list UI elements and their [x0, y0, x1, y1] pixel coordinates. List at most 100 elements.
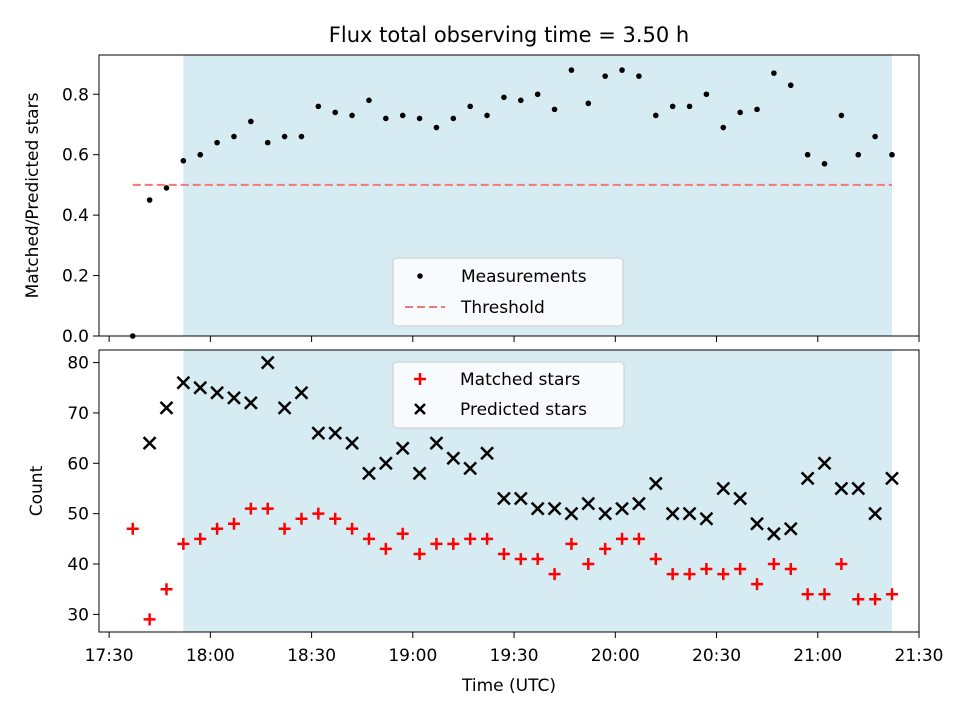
- y-tick-label: 0.8: [62, 85, 89, 105]
- bottom-panel: 30 40 50 60 70 80 17:30 18:00 18:30 19:00 19:30 20…: [27, 349, 944, 696]
- predicted-point: [885, 471, 899, 486]
- measurement-point: [703, 91, 710, 98]
- x-tick-label: 18:30: [287, 646, 336, 666]
- matched-point: [767, 558, 780, 571]
- measurement-point: [484, 112, 490, 119]
- predicted-point: [395, 441, 410, 456]
- predicted-point: [851, 481, 866, 496]
- y-tick-label: 60: [67, 454, 89, 474]
- matched-point: [396, 527, 409, 540]
- measurement-point: [399, 112, 406, 119]
- y-tick-label: 40: [67, 555, 89, 575]
- measurement-point: [332, 109, 339, 116]
- matched-point: [447, 537, 460, 550]
- matched-point: [346, 522, 359, 535]
- matched-point: [329, 512, 342, 525]
- measurement-point: [163, 185, 170, 191]
- matched-point: [497, 547, 510, 560]
- measurement-point: [248, 118, 254, 125]
- predicted-point: [767, 526, 781, 541]
- predicted-point: [632, 496, 646, 511]
- y-ticks: 0.0 0.2 0.4 0.6 0.8: [62, 85, 99, 347]
- legend: Measurements Threshold: [392, 257, 624, 327]
- matched-point: [565, 537, 578, 550]
- measurement-points: [129, 67, 895, 339]
- measurement-point: [821, 160, 828, 167]
- measurement-point: [771, 70, 777, 76]
- predicted-point: [497, 491, 511, 506]
- x-ticks: [108, 336, 920, 342]
- matched-point: [143, 613, 156, 626]
- legend-box: [392, 257, 624, 327]
- predicted-point: [648, 476, 663, 491]
- x-tick-label: 21:30: [895, 646, 944, 666]
- legend-marker-predicted: [414, 403, 426, 415]
- predicted-point: [581, 496, 596, 511]
- x-tick-label: 19:00: [388, 646, 437, 666]
- predicted-point: [176, 375, 191, 390]
- predicted-point: [513, 491, 528, 506]
- predicted-point: [328, 426, 343, 440]
- matched-point: [379, 542, 392, 555]
- y-tick-label: 0.2: [62, 267, 89, 287]
- matched-point: [126, 522, 139, 535]
- predicted-point: [142, 436, 157, 451]
- measurement-point: [518, 97, 524, 104]
- matched-point: [362, 532, 375, 545]
- predicted-point: [750, 516, 764, 531]
- predicted-points: [142, 355, 899, 541]
- matched-point: [430, 537, 443, 550]
- predicted-point: [817, 456, 832, 471]
- matched-point: [835, 558, 848, 571]
- matched-point: [666, 568, 679, 581]
- measurement-point: [568, 67, 575, 73]
- predicted-point: [733, 491, 748, 506]
- measurement-point: [433, 124, 440, 131]
- y-axis-label: Count: [27, 465, 47, 516]
- matched-point: [227, 517, 240, 530]
- matched-point: [413, 547, 426, 560]
- measurement-point: [720, 124, 727, 131]
- measurement-point: [534, 91, 541, 98]
- predicted-point: [294, 385, 309, 400]
- measurement-point: [264, 139, 271, 146]
- predicted-point: [699, 511, 714, 526]
- matched-point: [211, 522, 224, 535]
- y-ticks: 30 40 50 60 70 80: [67, 354, 99, 625]
- predicted-point: [598, 506, 613, 521]
- matched-point: [244, 502, 257, 515]
- matched-point: [278, 522, 291, 535]
- legend-marker-matched: [414, 373, 426, 385]
- predicted-point: [227, 390, 241, 405]
- measurement-point: [838, 112, 845, 119]
- measurement-point: [298, 133, 305, 140]
- matched-point: [649, 552, 662, 565]
- predicted-point: [277, 401, 292, 415]
- measurement-point: [197, 151, 204, 158]
- x-tick-label: 20:00: [591, 646, 640, 666]
- predicted-point: [665, 506, 680, 521]
- predicted-point: [800, 471, 815, 486]
- x-tick-label: 18:00: [186, 646, 235, 666]
- legend-box: [392, 361, 625, 429]
- matched-point: [531, 552, 544, 565]
- predicted-point: [716, 481, 731, 496]
- matched-point: [801, 588, 814, 601]
- y-tick-label: 30: [67, 605, 89, 625]
- y-tick-label: 80: [67, 354, 89, 374]
- measurement-point: [636, 73, 642, 79]
- predicted-point: [345, 436, 359, 451]
- x-axis-label: Time (UTC): [461, 676, 556, 696]
- measurement-point: [416, 115, 423, 122]
- legend-label-predicted: Predicted stars: [460, 400, 587, 420]
- matched-point: [464, 532, 477, 545]
- matched-point: [751, 578, 764, 591]
- measurement-point: [366, 97, 372, 104]
- measurement-point: [501, 94, 507, 101]
- measurement-point: [315, 103, 322, 110]
- predicted-point: [311, 426, 326, 440]
- y-tick-label: 50: [67, 505, 89, 525]
- predicted-point: [193, 380, 208, 395]
- predicted-point: [429, 436, 444, 451]
